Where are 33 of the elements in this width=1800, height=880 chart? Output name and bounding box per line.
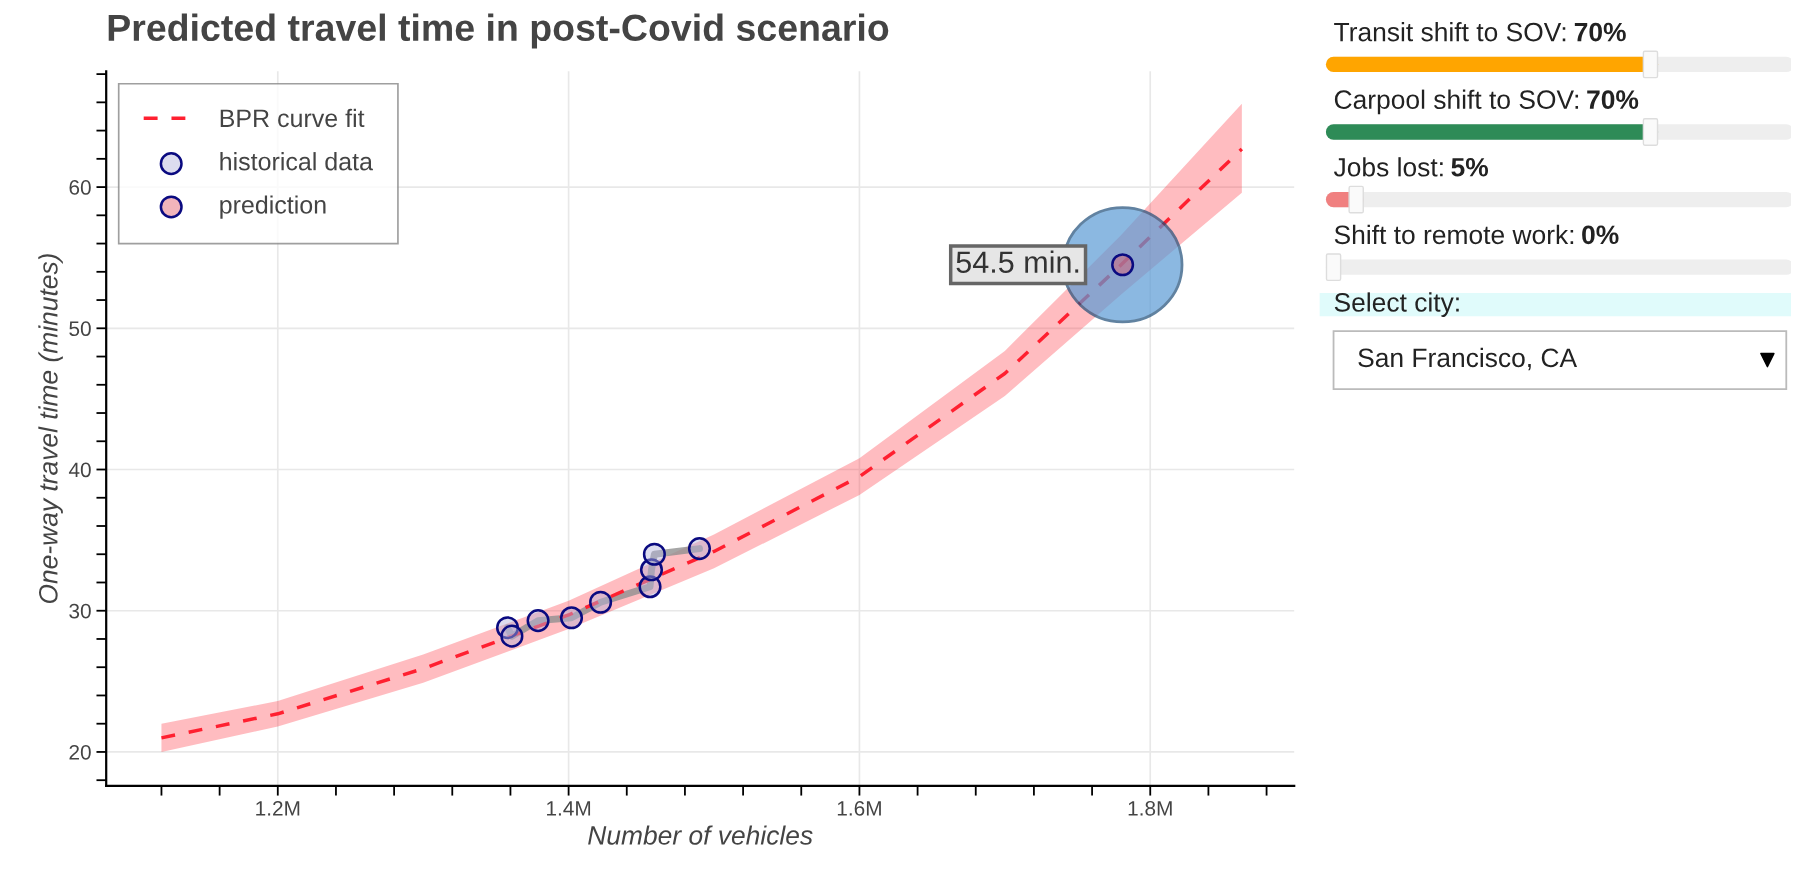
point	[526, 609, 550, 633]
y-tick-label: 50	[69, 321, 91, 337]
point	[1111, 253, 1135, 277]
legend-label: historical data	[220, 152, 373, 171]
point	[687, 537, 712, 561]
y-tick-label: 40	[68, 462, 91, 478]
y-axis-title: One-way travel time (minutes)	[38, 254, 63, 604]
text: San Francisco, CA	[1358, 347, 1578, 371]
x-tick-label: 1.8M	[1128, 800, 1172, 816]
y-tick-label: 20	[69, 744, 91, 760]
data-label: 70%	[1574, 22, 1626, 42]
x-axis-title: Number of vehicles	[588, 825, 813, 845]
annotation: 54.5 min.	[956, 250, 1079, 273]
data-label: 70%	[1587, 90, 1639, 109]
text: Select city:	[1334, 292, 1459, 317]
point	[500, 624, 524, 648]
x-tick-label: 1.6M	[837, 800, 881, 816]
text: Transit shift to SOV:	[1334, 22, 1566, 42]
point	[589, 590, 613, 614]
text: Carpool shift to SOV:	[1334, 89, 1579, 115]
chart-title: Predicted travel time in post-Covid scenario	[108, 13, 889, 49]
y-tick-label: 60	[69, 180, 91, 195]
text: Shift to remote work:	[1334, 224, 1574, 245]
data-label: 0%	[1582, 225, 1619, 245]
x-tick-label: 1.2M	[256, 800, 300, 816]
point	[642, 542, 666, 566]
y-tick-label: 30	[69, 603, 91, 619]
x-tick-label: 1.4M	[547, 801, 591, 816]
point	[559, 606, 584, 630]
data-label: 5%	[1451, 157, 1489, 177]
legend-label: BPR curve fit	[220, 108, 365, 128]
text: Jobs lost:	[1333, 157, 1443, 177]
legend-label: prediction	[220, 195, 326, 219]
